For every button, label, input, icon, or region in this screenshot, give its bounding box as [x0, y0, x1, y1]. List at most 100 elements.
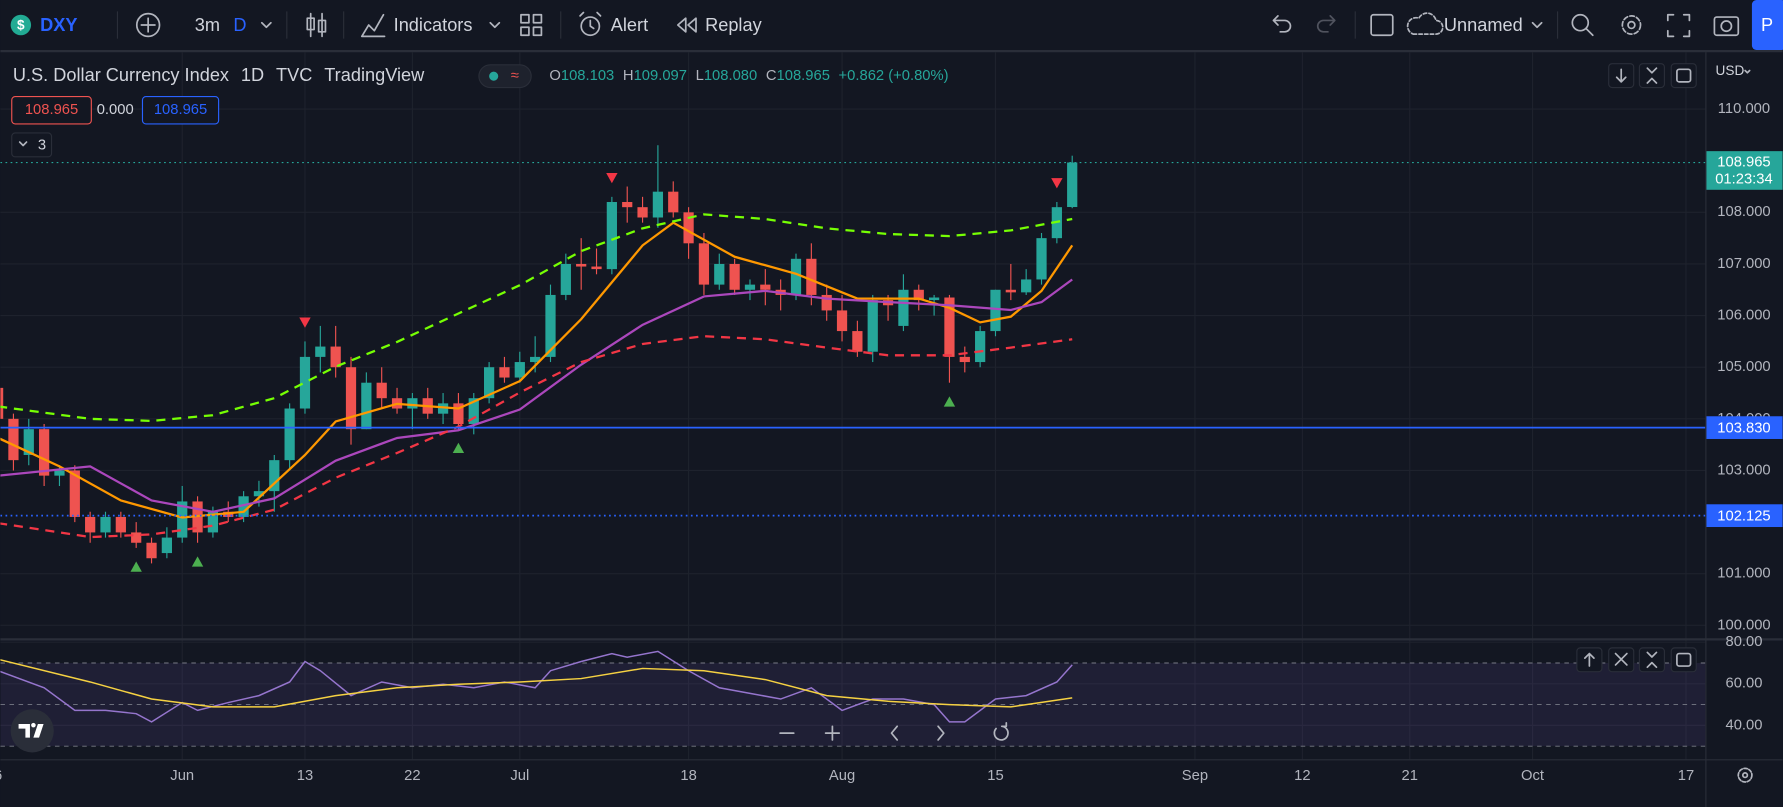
candle-body — [668, 191, 679, 213]
layout-button[interactable] — [1370, 13, 1394, 37]
layout-name: Unnamed — [1444, 15, 1523, 35]
search-button[interactable] — [1571, 13, 1594, 37]
scroll-right-button[interactable] — [937, 725, 945, 741]
symbol-button[interactable]: $ DXY — [10, 14, 78, 36]
scroll-left-button[interactable] — [890, 725, 899, 741]
last-price-box — [1706, 151, 1783, 190]
legend-ohlc: O108.103 H109.097 L108.080 C108.965 +0.8… — [549, 68, 948, 84]
axis-settings-button[interactable] — [1737, 767, 1753, 783]
candle-body — [299, 356, 311, 409]
chart-area: 6 Jun 13 22 Jul 18 Aug 15 Sep 12 21 Oct 17 100.000 101… — [0, 52, 1783, 807]
alert-button[interactable]: Alert — [579, 11, 648, 37]
currency[interactable]: USD — [1716, 63, 1745, 78]
layout-name-button[interactable]: Unnamed — [1406, 12, 1543, 35]
chevron — [1744, 69, 1751, 74]
x-tick-label: 15 — [987, 768, 1003, 784]
candle-body — [622, 202, 633, 208]
interval[interactable]: 3m — [195, 15, 220, 35]
replay-button[interactable]: Replay — [676, 15, 763, 35]
chevron — [18, 141, 28, 147]
toolbar: $ DXY 3m D Indicators Alert Replay — [0, 0, 1783, 53]
candle-body — [131, 532, 142, 543]
indicators-toggle[interactable] — [11, 132, 53, 158]
chart-type-button[interactable] — [306, 12, 327, 38]
price-label-box — [1706, 504, 1783, 528]
icon — [1676, 68, 1692, 83]
symbol-logo-glyph: $ — [17, 18, 25, 33]
icon — [1737, 767, 1753, 783]
candle-body — [85, 516, 96, 533]
publish-bg — [1751, 0, 1783, 51]
icon — [317, 19, 327, 33]
candle-body — [483, 367, 495, 399]
candle-body — [560, 263, 571, 295]
publish-button[interactable]: P — [1751, 0, 1783, 51]
x-tick-label: 13 — [297, 768, 313, 784]
collapse-button[interactable] — [1638, 63, 1665, 89]
zoom-in-button[interactable] — [824, 725, 841, 741]
candle-body — [606, 202, 617, 270]
spread: 0.000 — [97, 102, 134, 118]
candle-body — [852, 331, 863, 352]
icon — [1676, 652, 1692, 667]
signal-marker — [130, 561, 142, 572]
signal-marker — [191, 556, 204, 567]
status-pill[interactable] — [478, 64, 532, 89]
snapshot-button[interactable] — [1713, 16, 1740, 37]
candle-body — [453, 403, 464, 425]
candle-body — [806, 258, 817, 295]
redo-button[interactable] — [1316, 15, 1336, 33]
x-tick-label: 17 — [1678, 768, 1694, 784]
icon — [1713, 16, 1740, 37]
status-wave: ≈ — [511, 68, 519, 84]
candle-body — [975, 331, 986, 363]
fullscreen-button[interactable] — [1666, 13, 1691, 38]
icon — [520, 13, 530, 24]
maximize-button[interactable] — [1670, 63, 1697, 89]
candle-body — [315, 346, 326, 357]
timeframe[interactable]: D — [233, 15, 246, 35]
candle-body — [1005, 289, 1016, 293]
logo-mark — [18, 722, 44, 738]
icon — [579, 11, 602, 30]
legend-provider: TradingView — [324, 65, 425, 85]
icon — [306, 17, 315, 31]
settings-button[interactable] — [1621, 15, 1642, 35]
templates-button[interactable] — [520, 13, 543, 37]
candle-body — [744, 284, 756, 290]
candle-body — [161, 537, 172, 554]
y-tick-label: 107.000 — [1717, 256, 1770, 272]
candle-body — [499, 367, 510, 378]
candle-body — [1021, 279, 1032, 293]
compare-button[interactable] — [135, 12, 161, 38]
candle-body — [591, 266, 602, 270]
x-tick-label: 18 — [680, 768, 696, 784]
candle-body — [698, 243, 710, 285]
undo-button[interactable] — [1272, 15, 1292, 33]
y-tick-label: 80.00 — [1725, 634, 1762, 650]
icon — [360, 13, 386, 38]
main-pane — [0, 145, 1706, 572]
x-tick-label: Aug — [829, 768, 855, 784]
y-tick-label: 108.000 — [1717, 204, 1770, 220]
alert-label: Alert — [611, 15, 648, 35]
candle-body — [269, 460, 280, 492]
icon — [1621, 15, 1642, 35]
candle-body — [1036, 238, 1047, 280]
candle-body — [990, 289, 1001, 332]
symbol-logo — [10, 14, 32, 36]
y-tick-label: 60.00 — [1725, 676, 1762, 692]
candle-body — [468, 398, 479, 425]
reset-button[interactable] — [993, 722, 1009, 741]
icon — [140, 17, 156, 33]
ohlc-value: 109.097 — [634, 68, 687, 84]
logo-bg — [10, 709, 54, 753]
indicators-button[interactable]: Indicators — [360, 13, 501, 38]
interval-chevron[interactable] — [260, 21, 272, 29]
last-price-label: 108.965 — [1717, 154, 1770, 170]
maximize-button[interactable] — [1670, 647, 1697, 673]
collapse-button[interactable] — [1638, 647, 1665, 673]
candle-body — [39, 429, 50, 476]
